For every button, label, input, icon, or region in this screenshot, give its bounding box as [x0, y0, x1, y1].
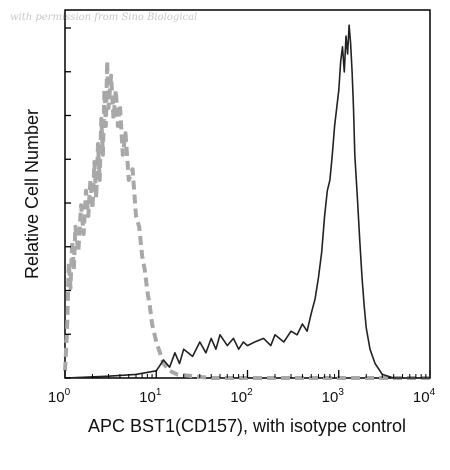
plot-frame [64, 9, 431, 379]
tick-layer: 100 101 102 103 104 [48, 27, 436, 406]
x-tick-label: 103 [322, 387, 345, 406]
watermark-text: with permission from Sino Biological [10, 12, 197, 23]
x-tick-label: 102 [230, 387, 253, 406]
series-line-1 [63, 59, 430, 380]
series-layer [63, 24, 430, 380]
y-axis-title: Relative Cell Number [22, 109, 42, 279]
x-axis-title: APC BST1(CD157), with isotype control [88, 416, 406, 436]
series-line-2 [64, 24, 430, 379]
plot-area: 100 101 102 103 104 [48, 9, 436, 406]
x-tick-label: 104 [413, 387, 436, 406]
x-tick-label: 100 [48, 387, 71, 406]
x-tick-label: 101 [139, 387, 162, 406]
